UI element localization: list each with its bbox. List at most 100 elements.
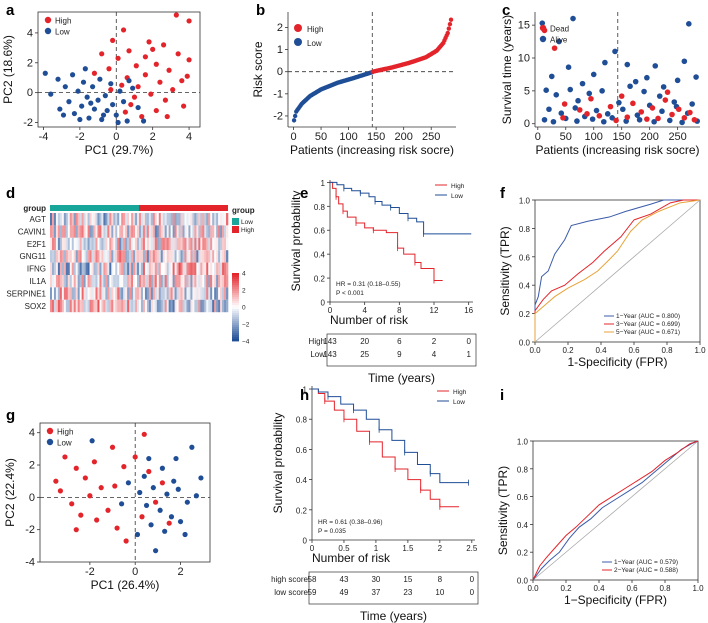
heatmap-cell <box>119 287 122 300</box>
data-point-high <box>181 103 187 109</box>
heatmap-cell <box>210 237 213 251</box>
data-point-low <box>168 514 175 520</box>
heatmap-cell <box>75 299 78 313</box>
x-tick-label-b: 0 <box>290 131 296 143</box>
heatmap-cell <box>117 213 120 226</box>
heatmap-cell <box>103 287 106 300</box>
survival-point-alive <box>612 48 618 55</box>
heatmap-cell <box>174 237 177 251</box>
color-scale-segment <box>232 277 239 280</box>
heatmap-cell <box>119 250 122 263</box>
heatmap-cell <box>77 213 80 226</box>
risk-point-low <box>291 118 297 123</box>
heatmap-cell <box>107 287 110 300</box>
heatmap-cell <box>208 237 211 251</box>
x-tick-label-c: 50 <box>560 131 572 143</box>
heatmap-cell <box>192 287 195 300</box>
heatmap-cell <box>77 262 80 275</box>
heatmap-cell <box>150 225 154 238</box>
heatmap-cell <box>133 225 136 238</box>
heatmap-cell <box>168 262 171 275</box>
heatmap-cell <box>190 250 193 263</box>
color-scale-segment <box>232 273 239 276</box>
diagonal-reference-f <box>534 199 701 343</box>
data-point-high <box>139 514 145 520</box>
heatmap-cell <box>69 213 73 226</box>
survival-point-alive <box>604 111 611 117</box>
heatmap-cell <box>184 250 187 263</box>
y-tick-label-a: -2 <box>23 117 33 129</box>
x-tick-label-c: 150 <box>613 131 631 143</box>
x-axis-label-h: Time (years) <box>360 609 427 623</box>
heatmap-cell <box>89 299 92 313</box>
heatmap-cell <box>142 225 146 238</box>
heatmap-cell <box>218 299 221 313</box>
color-scale-segment <box>232 337 239 340</box>
heatmap-cell <box>154 262 158 275</box>
heatmap-cell <box>57 237 61 251</box>
heatmap-cell <box>218 237 221 251</box>
heatmap-cell <box>55 275 59 288</box>
heatmap-cell <box>101 213 104 226</box>
heatmap-cell <box>174 275 177 288</box>
heatmap-cell <box>220 262 223 275</box>
heatmap-cell <box>69 250 73 263</box>
hr-annotation-e: HR = 0.31 (0.18–0.55) <box>336 281 401 288</box>
legend-label-a: Low <box>55 28 70 37</box>
heatmap-cell <box>51 275 55 288</box>
data-point-high <box>170 87 176 93</box>
heatmap-cell <box>75 262 78 275</box>
heatmap-cell <box>109 225 112 238</box>
heatmap-cell <box>127 299 130 313</box>
heatmap-cell <box>57 287 61 300</box>
heatmap-cell <box>196 225 199 238</box>
data-point-low <box>125 480 131 486</box>
heatmap-cell <box>113 250 116 263</box>
data-point-low <box>184 499 190 505</box>
x-tick-label-g: 0 <box>132 566 138 578</box>
risk-point-high <box>446 26 452 31</box>
heatmap-cell <box>55 299 59 313</box>
heatmap-cell <box>148 262 152 275</box>
heatmap-cell <box>125 275 128 288</box>
heatmap-cell <box>101 237 104 251</box>
risk-count: 8 <box>438 575 443 584</box>
heatmap-cell <box>89 262 92 275</box>
heatmap-cell <box>50 275 53 288</box>
heatmap-cell <box>168 275 171 288</box>
y-tick-label-g: -4 <box>25 557 35 569</box>
heatmap-row-label: GNG11 <box>19 252 46 261</box>
heatmap-cell <box>210 250 213 263</box>
heatmap-cell <box>57 250 61 263</box>
y-tick-label-b: 2 <box>277 22 283 34</box>
heatmap-cell <box>204 225 207 238</box>
survival-point-dead <box>691 116 698 123</box>
heatmap-cell <box>184 213 187 226</box>
heatmap-cell <box>190 262 193 275</box>
heatmap-cell <box>73 299 77 313</box>
y-tick-label-e: 0.2 <box>314 275 326 284</box>
heatmap-cell <box>75 275 78 288</box>
heatmap-cell <box>188 250 191 263</box>
heatmap-cell <box>210 213 213 226</box>
y-tick-label-f: 0.6 <box>519 253 531 262</box>
heatmap-cell <box>146 262 150 275</box>
survival-point-dead <box>584 111 590 117</box>
survival-point-dead <box>681 115 688 121</box>
heatmap-cell <box>168 250 171 263</box>
heatmap-cell <box>135 225 138 238</box>
heatmap-cell <box>69 237 73 251</box>
heatmap-cell <box>156 237 160 251</box>
color-scale-tick: 0 <box>242 305 246 312</box>
heatmap-cell <box>166 275 169 288</box>
data-point-low <box>137 489 143 496</box>
heatmap-cell <box>91 275 94 288</box>
survival-point-alive <box>556 38 562 45</box>
survival-point-alive <box>590 71 597 78</box>
data-point-high <box>157 79 163 85</box>
survival-point-alive <box>616 99 622 106</box>
heatmap-cell <box>129 237 132 251</box>
heatmap-cell <box>107 225 110 238</box>
data-point-high <box>121 464 127 470</box>
heatmap-cell <box>133 275 136 288</box>
